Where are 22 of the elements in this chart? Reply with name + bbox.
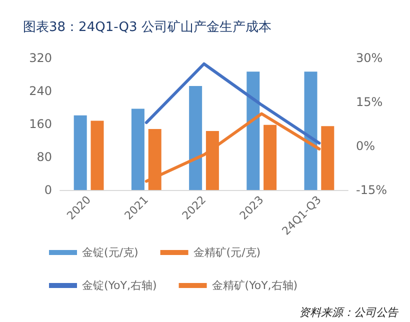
bar: [90, 120, 104, 190]
text: 资料来源：公司公告: [299, 306, 399, 319]
y-tick-label: 0: [44, 183, 52, 197]
y2-tick-label: -15%: [356, 183, 388, 197]
chart-title: 图表38：24Q1-Q3 公司矿山产金生产成本: [23, 20, 272, 35]
legend-label: 金锭(YoY,右轴): [82, 279, 157, 292]
bar: [189, 86, 202, 190]
y-tick-label: 240: [29, 84, 52, 98]
y2-tick-label: 15%: [356, 95, 383, 109]
y-tick-label: 160: [29, 117, 52, 131]
y2-tick-label: 30%: [356, 51, 383, 65]
y2-tick-label: 0%: [356, 139, 376, 153]
y-tick-label: 80: [36, 150, 52, 164]
y-tick-label: 320: [29, 51, 52, 65]
line-series: [144, 62, 321, 145]
bar: [131, 108, 144, 190]
legend-label: 金精矿(元/克): [193, 246, 261, 259]
bar: [246, 72, 260, 190]
legend-label: 金锭(元/克): [82, 246, 138, 259]
bar: [304, 72, 318, 190]
legend-label: 金精矿(YoY,右轴): [212, 279, 298, 292]
bar: [74, 115, 87, 190]
